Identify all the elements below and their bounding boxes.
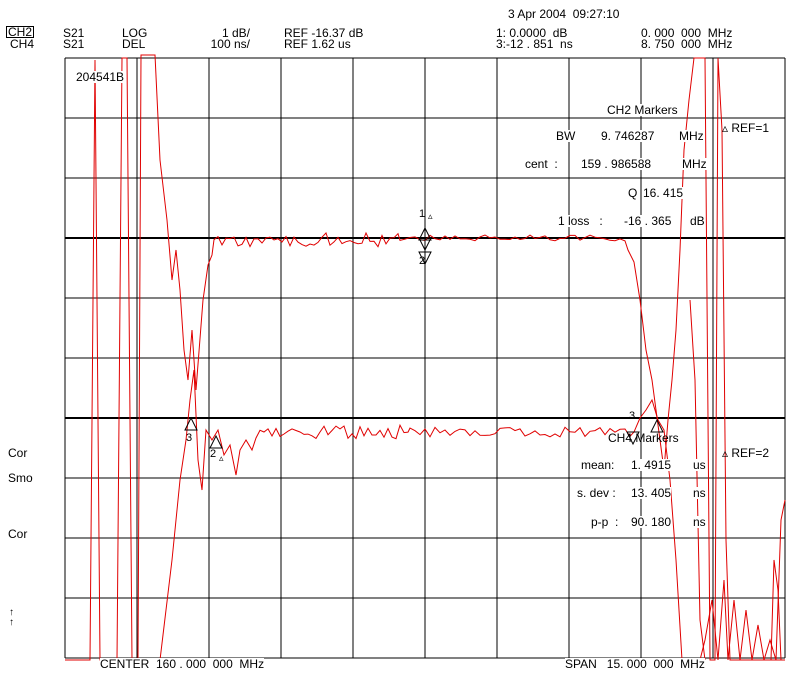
graticule	[64, 57, 786, 659]
ch4-mean-unit: us	[693, 458, 706, 472]
arrow-up-icon-2: ↑	[9, 617, 14, 628]
ch2-cent-label: cent :	[525, 157, 558, 171]
out-of-band-trace	[689, 299, 782, 661]
ch2-trace	[65, 54, 785, 661]
marker-2-ch4-delta: ▵	[219, 453, 224, 463]
marker-symbols	[184, 226, 664, 449]
ch4-trace	[159, 369, 786, 661]
marker-3-label: 3	[186, 432, 193, 444]
marker-2-label: 2	[419, 255, 426, 267]
softkey-correction-2[interactable]: Cor	[8, 527, 28, 541]
arrow-up-icon: ↑	[9, 607, 14, 618]
ch4-sdev-unit: ns	[693, 486, 706, 500]
marker-3-triangle-icon	[184, 416, 198, 431]
ch4-label[interactable]: CH4	[10, 37, 35, 51]
ch2-label[interactable]: CH2	[6, 25, 35, 39]
date-time: 3 Apr 2004 09:27:10	[508, 7, 620, 21]
ch4-sdev-label: s. dev :	[577, 486, 616, 500]
ch2-loss-label: 1 loss :	[558, 214, 603, 228]
ch2-ref-indicator: ▵ REF=1	[722, 121, 770, 135]
ch4-format: DEL	[122, 37, 146, 51]
ch4-pp-label: p-p :	[591, 515, 619, 529]
ch4-ref: REF 1.62 us	[284, 37, 351, 51]
marker-1-delta: ▵	[428, 211, 433, 221]
ch2-param: S21	[63, 26, 85, 40]
ch2-marker-freq: 0. 000 000 MHz	[641, 26, 733, 40]
marker-1-triangle-icon	[418, 237, 432, 252]
ch2-markers-title: CH2 Markers	[607, 103, 678, 117]
ch4-pp-unit: ns	[693, 515, 706, 529]
marker-2-ch4-label: 2	[210, 448, 217, 460]
marker-2-ch4-triangle-icon	[209, 434, 223, 449]
ch2-q-label: Q	[628, 186, 638, 200]
ch2-loss-value: -16 . 365	[624, 214, 672, 228]
ch2-scale: 1 dB/	[221, 26, 250, 40]
ch4-mean-label: mean:	[581, 458, 615, 472]
marker-4-ch4-triangle-icon	[650, 418, 664, 433]
center-frequency[interactable]: CENTER 160 . 000 000 MHz	[100, 657, 265, 671]
marker-2-triangle-icon	[418, 251, 432, 266]
ch2-cent-unit: MHz	[682, 157, 707, 171]
ch2-bw-value: 9. 746287	[601, 129, 655, 143]
ch2-loss-unit: dB	[690, 214, 705, 228]
ch2-format: LOG	[122, 26, 148, 40]
span-frequency[interactable]: SPAN 15. 000 000 MHz	[565, 657, 705, 671]
ch4-mean-value: 1. 4915	[631, 458, 672, 472]
ch4-ref-indicator: ▵ REF=2	[722, 446, 770, 460]
ch2-bw-label: BW	[556, 129, 576, 143]
ch4-pp-value: 90. 180	[631, 515, 672, 529]
ch4-marker-freq: 8. 750 000 MHz	[641, 37, 733, 51]
softkey-smoothing[interactable]: Smo	[8, 471, 33, 485]
ch4-marker-readout: 3:-12 . 851 ns	[496, 37, 573, 51]
ch2-marker-readout: 1: 0.0000 dB	[496, 26, 568, 40]
grid-title: 204541B	[76, 70, 125, 84]
ch2-q-value: 16. 415	[643, 186, 684, 200]
ch2-ref: REF -16.37 dB	[284, 26, 364, 40]
ch4-sdev-value: 13. 405	[631, 486, 672, 500]
marker-3-ch4-label: 3	[629, 410, 636, 422]
marker-1-label: 1	[419, 208, 426, 220]
softkey-correction[interactable]: Cor	[8, 446, 28, 460]
marker-3-ch4-triangle-icon	[626, 431, 640, 446]
ch4-scale: 100 ns/	[210, 37, 250, 51]
ch4-markers-title: CH4 Markers	[608, 431, 679, 445]
ch4-param: S21	[63, 37, 85, 51]
ch2-bw-unit: MHz	[679, 129, 704, 143]
marker-1b-triangle-icon	[418, 226, 432, 241]
ch2-cent-value: 159 . 986588	[581, 157, 652, 171]
